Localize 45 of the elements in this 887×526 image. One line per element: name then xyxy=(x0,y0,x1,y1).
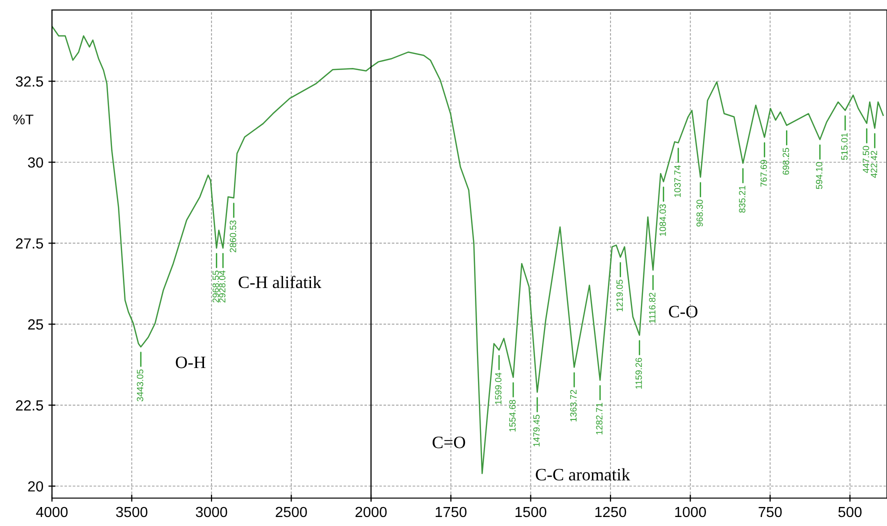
annotation: C=O xyxy=(432,436,466,448)
annotation: 1363.72 xyxy=(570,390,577,422)
annotation: 594.10 xyxy=(816,162,822,190)
y-tick-label: 27.5 xyxy=(16,238,44,249)
x-tick-label: 1250 xyxy=(595,506,626,518)
x-tick-label: 2000 xyxy=(356,506,387,518)
annotation: 1219.05 xyxy=(616,280,623,312)
x-tick-label: 1000 xyxy=(675,506,706,518)
annotation: C-O xyxy=(668,306,698,318)
y-tick-label: 30 xyxy=(28,157,44,168)
x-tick-label: 500 xyxy=(838,506,862,518)
y-tick-label: 32.5 xyxy=(16,76,44,87)
x-tick-label: 2500 xyxy=(276,506,307,518)
annotation: 3443.05 xyxy=(136,369,144,402)
annotation: 447.50 xyxy=(862,146,870,173)
y-tick-label: 22.5 xyxy=(16,400,44,411)
y-tick-label: 20 xyxy=(28,481,44,492)
annotation: 1479.45 xyxy=(533,414,540,446)
annotation: C-H alifatik xyxy=(238,276,322,288)
y-axis-title: %T xyxy=(13,114,34,124)
x-tick-label: 1500 xyxy=(516,506,546,518)
x-tick-label: 1750 xyxy=(436,506,467,518)
x-tick-label: 4000 xyxy=(36,506,68,518)
annotation: O-H xyxy=(176,356,206,368)
annotation: 422.42 xyxy=(870,150,878,178)
x-tick-label: 3000 xyxy=(196,506,228,518)
annotation: 835.21 xyxy=(738,186,746,213)
annotation: 2860.53 xyxy=(230,220,236,252)
annotation: 767.69 xyxy=(760,160,767,187)
annotation: 698.25 xyxy=(782,148,790,175)
x-tick-label: 750 xyxy=(758,506,782,518)
y-tick-label: 25 xyxy=(28,319,44,330)
annotation: C-C aromatik xyxy=(536,468,630,480)
annotation: 1159.26 xyxy=(636,358,642,389)
annotation: 1554.68 xyxy=(509,400,516,432)
annotation: 2968.55 xyxy=(212,270,219,302)
annotation: 515.01 xyxy=(841,133,848,160)
annotation: 1084.03 xyxy=(660,204,666,236)
annotation: 1116.82 xyxy=(649,292,656,323)
annotation: 968.30 xyxy=(696,200,703,227)
annotation: 1037.74 xyxy=(674,165,681,197)
annotation: 1599.04 xyxy=(495,372,502,404)
annotation: 1282.71 xyxy=(596,402,602,434)
annotation: 2928.04 xyxy=(219,270,226,302)
x-tick-label: 3500 xyxy=(116,506,148,518)
